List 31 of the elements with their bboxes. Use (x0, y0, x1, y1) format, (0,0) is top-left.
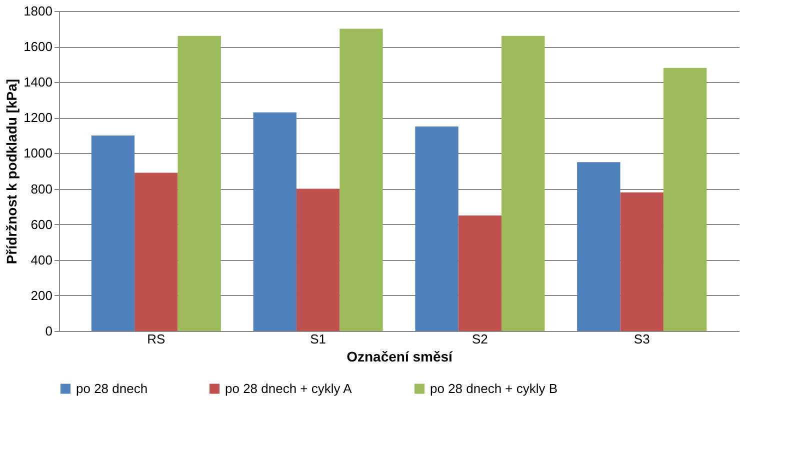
bar (91, 135, 135, 331)
y-tick-label: 1800 (24, 4, 52, 18)
y-tick-label: 1600 (24, 39, 52, 54)
bar (253, 112, 296, 331)
y-tick-label: 400 (30, 252, 52, 268)
x-tick-label: S3 (634, 332, 650, 346)
bar (502, 36, 545, 331)
legend-label: po 28 dnech (76, 380, 148, 396)
y-tick-label: 800 (30, 181, 52, 196)
x-axis-title: Označení směsí (346, 348, 454, 364)
y-axis-title: Přídržnost k podkladu [kPa] (4, 78, 20, 264)
bar (296, 188, 340, 331)
y-tick-label: 1200 (24, 110, 52, 126)
x-tick-label: RS (147, 332, 166, 346)
bar (178, 36, 221, 331)
bar (577, 162, 620, 331)
legend-label: po 28 dnech + cykly B (430, 380, 558, 396)
y-tick-label: 1400 (24, 74, 52, 90)
bar (134, 172, 178, 331)
bar (663, 68, 707, 331)
bar (620, 192, 664, 331)
y-tick-label: 600 (30, 216, 52, 232)
x-tick-label: S2 (472, 332, 488, 346)
x-tick-label: S1 (310, 332, 326, 346)
y-tick-label: 200 (30, 288, 52, 303)
y-tick-label: 0 (45, 324, 52, 338)
bar (415, 126, 458, 331)
y-tick-label: 1000 (24, 146, 52, 161)
legend-label: po 28 dnech + cykly A (225, 380, 352, 396)
bar (340, 28, 383, 331)
bar (458, 215, 502, 331)
